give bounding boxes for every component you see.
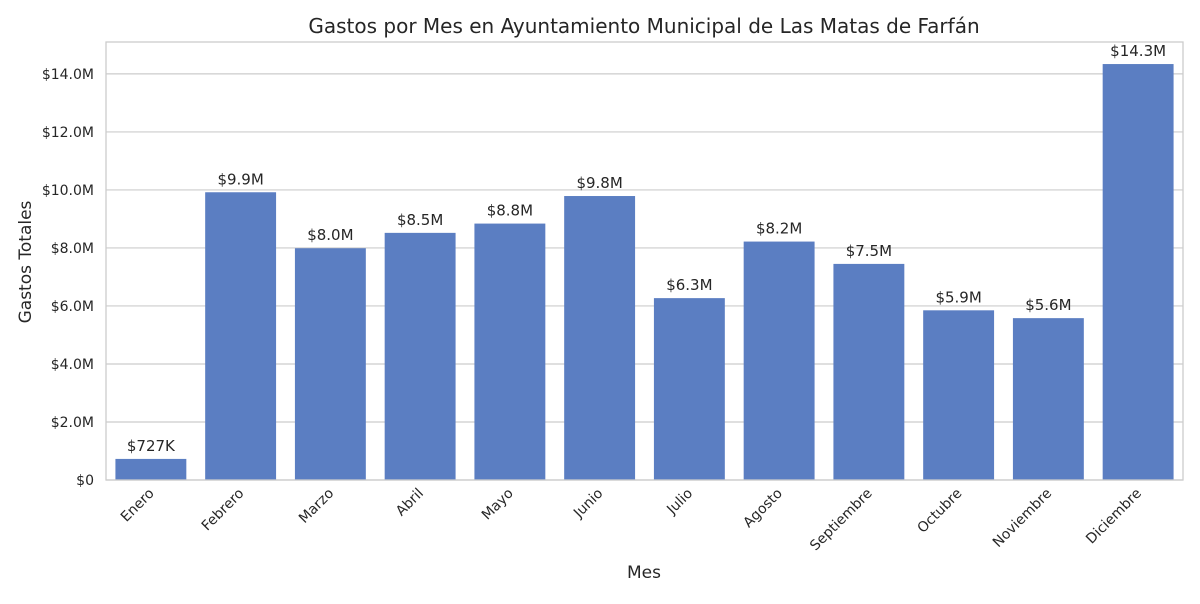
x-tick-label: Septiembre (807, 486, 876, 555)
value-label: $9.8M (576, 174, 622, 192)
y-tick-label: $6.0M (51, 299, 94, 315)
x-tick-label: Julio (663, 486, 696, 519)
bar (384, 232, 456, 480)
y-tick-labels: $0 $2.0M $4.0M $6.0M $8.0M $10.0M $12.0M $14.0M (42, 67, 94, 489)
bars (115, 64, 1174, 481)
value-label: $7.5M (846, 242, 892, 260)
x-tick-label: Marzo (296, 486, 337, 527)
x-tick-label: Abril (393, 486, 427, 520)
x-tick-label: Octubre (915, 486, 966, 537)
y-axis-label: Gastos Totales (16, 200, 36, 323)
y-tick-label: $14.0M (42, 67, 94, 83)
x-tick-label: Enero (118, 486, 158, 526)
value-label: $5.9M (935, 288, 981, 306)
bar (833, 263, 905, 480)
value-label: $8.5M (397, 211, 443, 229)
bar (1012, 318, 1084, 480)
bar (743, 241, 815, 480)
bar (115, 458, 187, 480)
value-label: $727K (127, 437, 176, 455)
chart-title: Gastos por Mes en Ayuntamiento Municipal… (308, 14, 979, 38)
x-tick-label: Febrero (199, 486, 248, 535)
plot-frame (105, 41, 1184, 481)
bar (294, 248, 366, 480)
value-label: $9.9M (217, 170, 263, 188)
y-tick-label: $12.0M (42, 125, 94, 141)
y-tick-label: $0 (76, 473, 94, 489)
x-tick-label: Junio (570, 486, 606, 522)
value-label: $14.3M (1110, 42, 1166, 60)
bar (923, 310, 995, 480)
x-axis-label: Mes (627, 563, 661, 583)
y-tick-label: $2.0M (51, 415, 94, 431)
x-tick-label: Noviembre (990, 486, 1055, 551)
bar (474, 223, 546, 480)
bar (205, 192, 277, 480)
y-tick-label: $4.0M (51, 357, 94, 373)
x-tick-label: Diciembre (1083, 486, 1145, 548)
grid-lines (106, 73, 1183, 481)
bar (564, 196, 636, 481)
value-label: $8.2M (756, 220, 802, 238)
x-tick-label: Agosto (740, 486, 786, 532)
value-label: $6.3M (666, 276, 712, 294)
x-tick-labels: Enero Febrero Marzo Abril Mayo Junio Julio Agos… (118, 486, 1145, 555)
value-label: $8.8M (487, 202, 533, 220)
value-labels: $727K $9.9M $8.0M $8.5M $8.8M $9.8M $6.3M $8.2M… (127, 42, 1166, 455)
value-label: $5.6M (1025, 296, 1071, 314)
bar (1102, 64, 1174, 480)
y-tick-label: $10.0M (42, 183, 94, 199)
bar (653, 298, 725, 480)
y-tick-label: $8.0M (51, 241, 94, 257)
value-label: $8.0M (307, 226, 353, 244)
x-tick-label: Mayo (479, 486, 517, 524)
